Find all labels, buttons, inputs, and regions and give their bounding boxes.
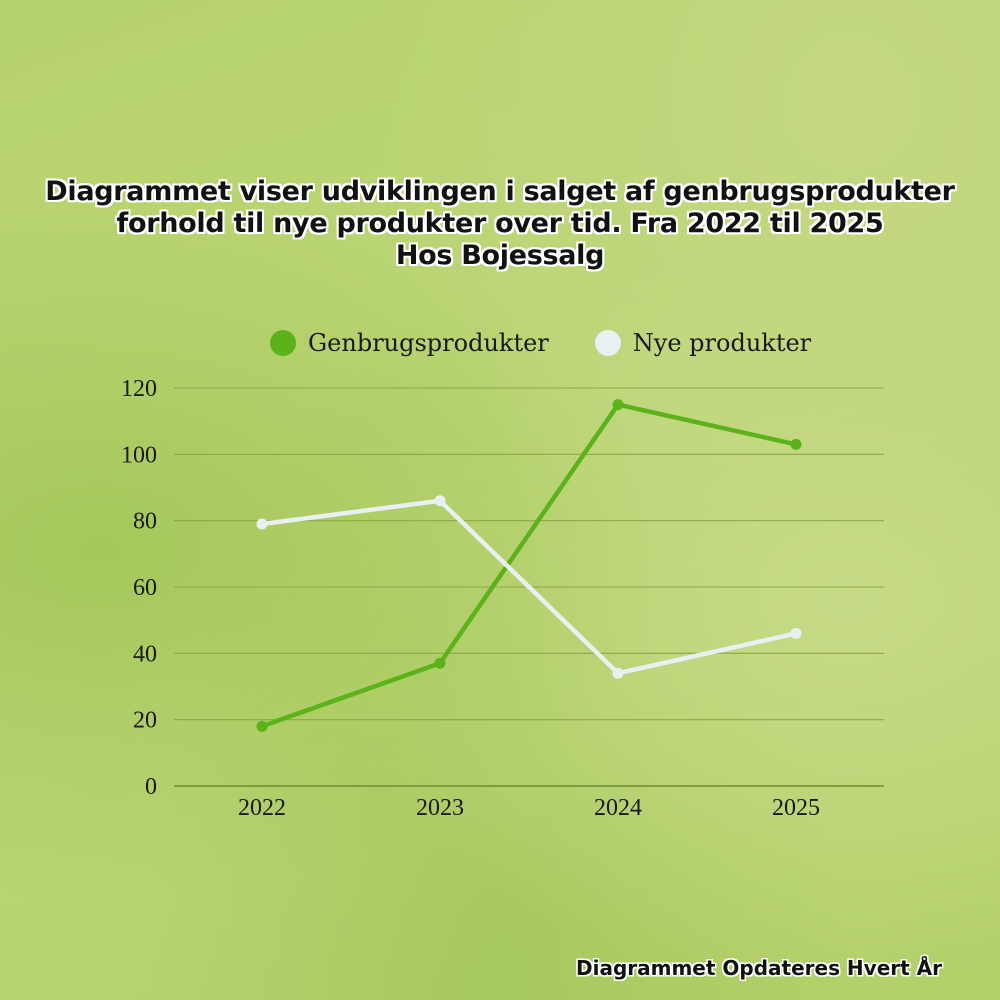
legend-dot-icon [270,330,296,356]
series-nye-produkter [256,495,802,679]
data-point [790,627,802,639]
data-point [612,399,624,411]
title-line-2: forhold til nye produkter over tid. Fra … [116,208,884,239]
y-axis-labels: 0 20 40 60 80 100 120 [121,376,157,800]
data-point [612,667,624,679]
y-tick-label: 0 [145,774,157,800]
series-line [259,402,799,729]
title-line-1: Diagrammet viser udviklingen i salget af… [45,176,955,207]
data-point [434,657,446,669]
x-axis-labels: 2022 2023 2024 2025 [238,795,820,821]
series-genbrugsprodukter [256,399,802,732]
legend-dot-icon [594,330,621,356]
data-point [790,438,802,450]
data-series [256,399,802,732]
legend-item-genbrugsprodukter: Genbrugsprodukter [270,329,549,357]
legend-item-nye-produkter: Nye produkter [594,329,812,357]
data-point [434,495,446,507]
x-tick-label: 2025 [772,795,820,821]
data-point [256,518,268,530]
chart-legend: Genbrugsprodukter Nye produkter [270,326,857,360]
y-tick-label: 20 [133,708,157,734]
legend-label: Nye produkter [632,329,812,357]
footer-note: Diagrammet Opdateres Hvert År [575,956,942,980]
y-tick-label: 40 [133,641,157,667]
title-line-3: Hos Bojessalg [395,240,605,271]
x-tick-label: 2022 [238,795,286,821]
data-point [256,720,268,732]
legend-label: Genbrugsprodukter [308,329,549,357]
y-tick-label: 120 [121,376,157,402]
chart-title: Diagrammet viser udviklingen i salget af… [0,176,1000,272]
x-tick-label: 2024 [594,795,642,821]
x-tick-label: 2023 [416,795,464,821]
y-tick-label: 60 [133,575,157,601]
series-line [259,498,799,676]
y-tick-label: 100 [121,442,157,468]
y-tick-label: 80 [133,509,157,535]
